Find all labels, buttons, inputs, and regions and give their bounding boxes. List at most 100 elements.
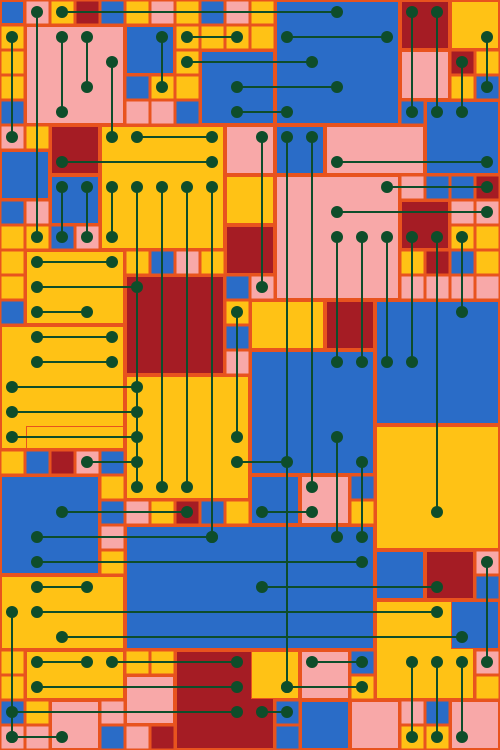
node [156,31,168,43]
node [106,56,118,68]
node [206,156,218,168]
node [381,31,393,43]
block [251,651,299,699]
node [331,356,343,368]
node [381,231,393,243]
node [356,356,368,368]
node [81,81,93,93]
node [431,581,443,593]
block [301,701,349,749]
node [256,506,268,518]
block [451,701,499,749]
node [56,631,68,643]
node [106,331,118,343]
node [456,231,468,243]
node [456,631,468,643]
node [256,581,268,593]
tile [1,201,24,224]
tile [476,276,499,299]
node [381,356,393,368]
node [56,231,68,243]
tile [1,301,24,324]
node [131,481,143,493]
node [256,281,268,293]
tile [101,476,124,499]
node [306,481,318,493]
tile [176,76,199,99]
node [406,656,418,668]
node [6,731,18,743]
node [481,31,493,43]
block [326,126,424,174]
node [6,606,18,618]
node [31,6,43,18]
node [131,181,143,193]
node [281,131,293,143]
tile [26,451,49,474]
node [106,656,118,668]
node [431,506,443,518]
block [51,126,99,174]
node [56,31,68,43]
node [431,231,443,243]
node [6,131,18,143]
node [456,56,468,68]
tile [276,726,299,749]
node [156,181,168,193]
node [206,531,218,543]
node [456,656,468,668]
node [31,256,43,268]
tile [476,676,499,699]
node [181,506,193,518]
node [106,131,118,143]
node [481,556,493,568]
node [231,431,243,443]
node [31,281,43,293]
node [431,731,443,743]
tile [1,251,24,274]
node [231,681,243,693]
node [106,356,118,368]
node [231,306,243,318]
node [381,181,393,193]
node [81,181,93,193]
block [26,26,124,124]
block [126,276,224,374]
node [181,56,193,68]
block [401,51,449,99]
tile [126,726,149,749]
node [481,181,493,193]
block [126,676,174,724]
node [281,106,293,118]
tile [226,501,249,524]
node [6,381,18,393]
node [181,31,193,43]
node [331,231,343,243]
node [56,181,68,193]
node [406,356,418,368]
node [6,406,18,418]
block [1,151,49,199]
node [81,306,93,318]
node [356,231,368,243]
node [331,156,343,168]
node [306,56,318,68]
block [226,176,274,224]
block [1,1,24,24]
node [481,81,493,93]
node [81,31,93,43]
tile [176,101,199,124]
node [181,181,193,193]
tile [476,226,499,249]
node [231,106,243,118]
node [456,306,468,318]
node [231,31,243,43]
node [406,6,418,18]
tile [51,451,74,474]
node [106,256,118,268]
node [481,206,493,218]
block [376,551,424,599]
node [31,556,43,568]
